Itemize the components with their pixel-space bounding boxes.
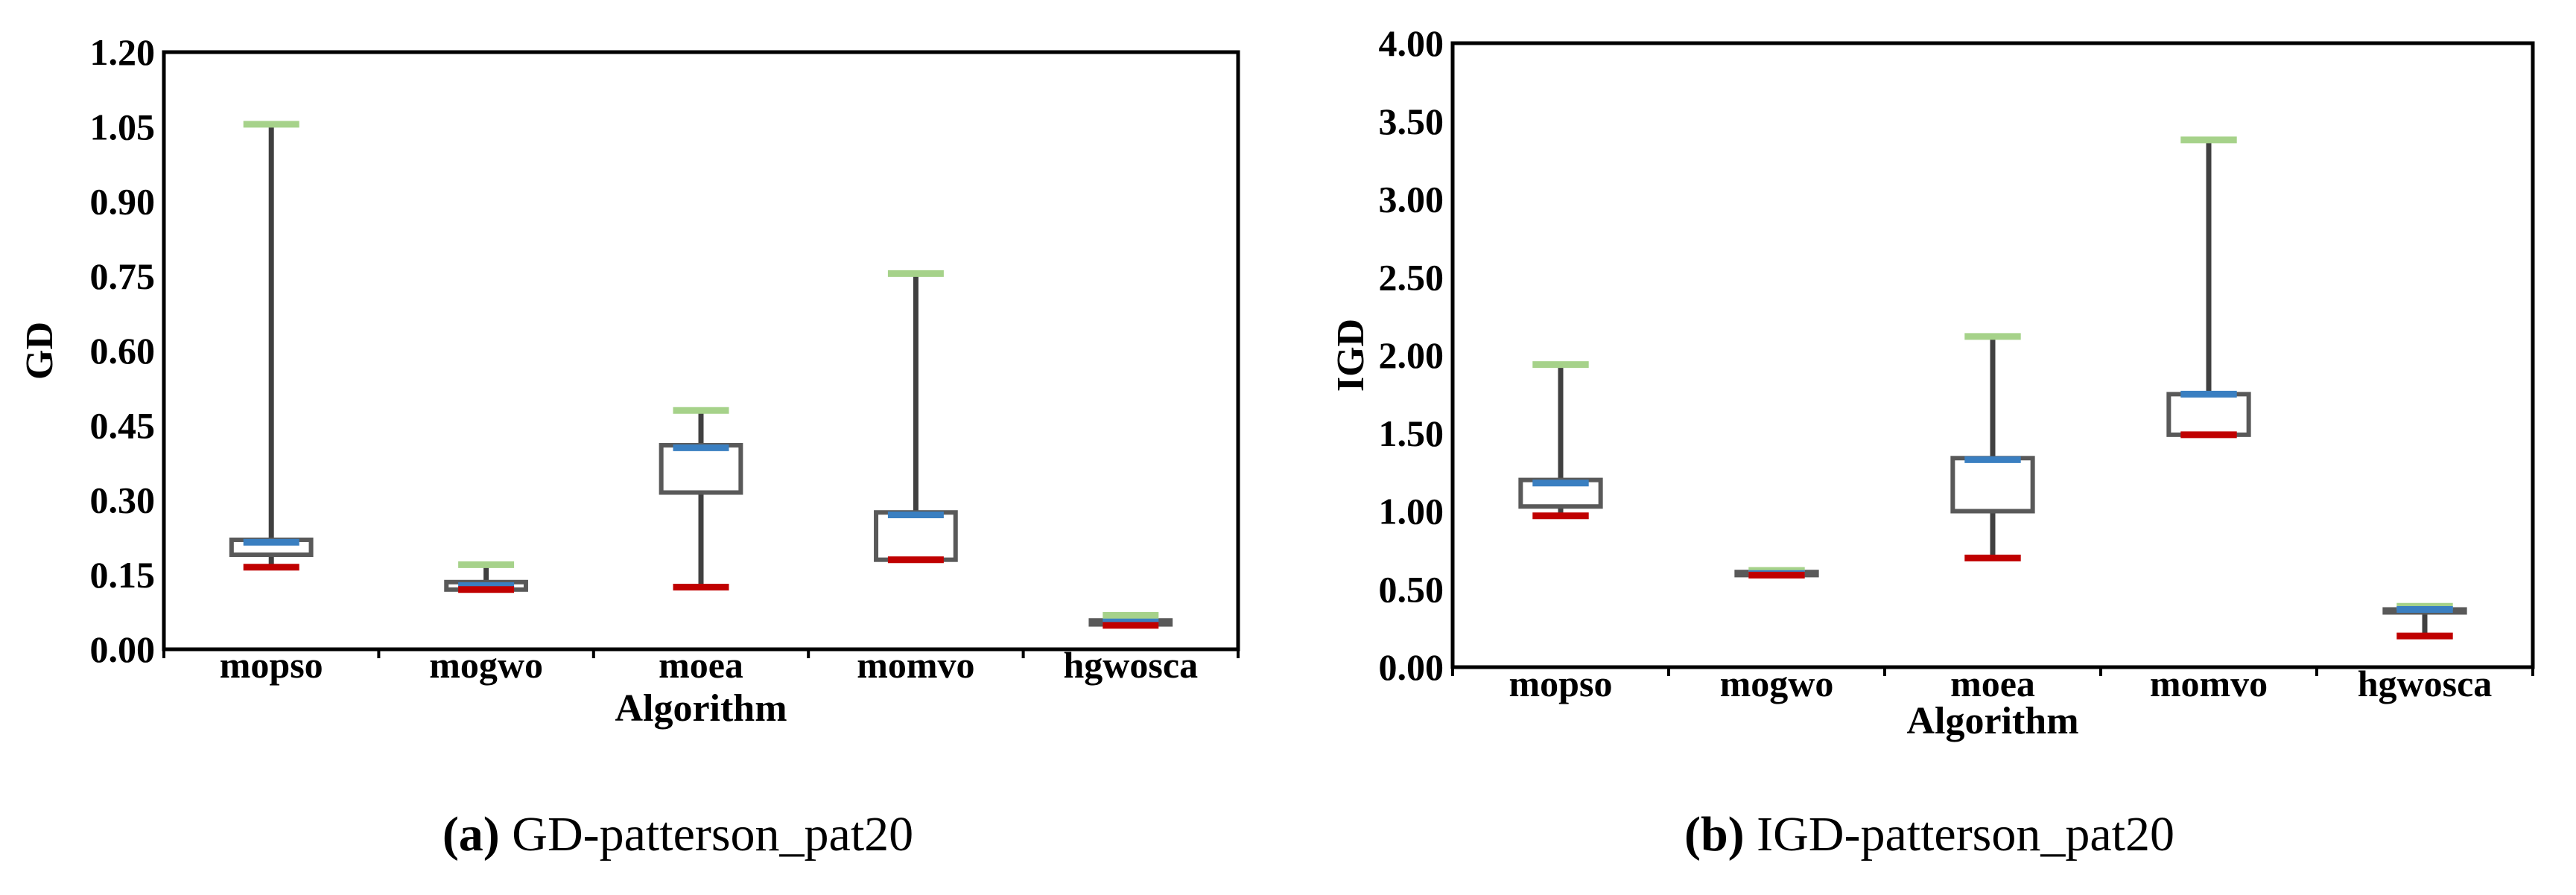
category-label: mopso (1509, 663, 1613, 704)
y-tick-labels: 0.00 0.50 1.00 1.50 2.00 2.50 3.00 3.50 4.00 (1379, 22, 1444, 688)
iqr-box (1950, 456, 2035, 514)
caption-letter: (a) (442, 807, 500, 861)
y-tick-label: 1.50 (1379, 413, 1444, 454)
iqr-box (659, 442, 743, 495)
panel-gd: 0.00 0.15 0.30 0.45 0.60 0.75 0.90 1.05 1.20 mop… (19, 31, 1240, 861)
box-plot-mogwo (1734, 567, 1819, 579)
caption: (b) IGD-patterson_pat20 (1684, 807, 2174, 861)
x-axis-title: Algorithm (1906, 700, 2078, 742)
plot-frame (162, 50, 1240, 652)
y-tick-label: 0.45 (90, 404, 156, 446)
y-tick-label: 2.00 (1379, 334, 1444, 376)
x-tick-marks (1451, 667, 2534, 676)
box-plot-momvo (2166, 136, 2251, 439)
box-plot-hgwosca (1088, 612, 1173, 629)
y-tick-label: 0.30 (90, 480, 156, 521)
category-label: mopso (220, 644, 323, 686)
y-tick-label: 1.00 (1379, 491, 1444, 532)
category-label: hgwosca (2358, 663, 2493, 704)
y-tick-label: 3.00 (1379, 179, 1444, 220)
y-tick-label: 1.05 (90, 106, 156, 147)
category-label: mogwo (429, 644, 543, 686)
box-plot-moea (1950, 333, 2035, 561)
category-label: mogwo (1720, 663, 1834, 704)
y-tick-label: 0.90 (90, 181, 156, 223)
y-tick-label: 0.50 (1379, 568, 1444, 610)
category-label: momvo (2150, 663, 2268, 704)
plot-frame (1450, 41, 2535, 669)
caption-letter: (b) (1684, 807, 1745, 861)
box-plot-moea (659, 407, 743, 590)
box-plot-mopso (229, 121, 314, 571)
caption: (a) GD-patterson_pat20 (442, 807, 913, 861)
category-label: hgwosca (1064, 644, 1199, 686)
box-plots (1518, 136, 2467, 640)
y-tick-label: 1.20 (90, 31, 156, 73)
y-tick-labels: 0.00 0.15 0.30 0.45 0.60 0.75 0.90 1.05 1.20 (90, 31, 156, 670)
caption-text: IGD-patterson_pat20 (1745, 807, 2174, 861)
iqr-box (2166, 392, 2251, 437)
x-tick-marks (162, 649, 1240, 658)
box-plot-hgwosca (2382, 602, 2467, 640)
y-tick-label: 0.75 (90, 255, 156, 297)
panel-igd: 0.00 0.50 1.00 1.50 2.00 2.50 3.00 3.50 4.00 mop… (1330, 22, 2535, 861)
category-labels: mopso mogwo moea momvo hgwosca (220, 644, 1198, 686)
category-label: momvo (857, 644, 974, 686)
y-axis-title: IGD (1330, 319, 1372, 392)
iqr-box (874, 510, 958, 562)
category-labels: mopso mogwo moea momvo hgwosca (1509, 663, 2493, 704)
x-axis-title: Algorithm (615, 687, 787, 730)
y-tick-label: 0.00 (1379, 646, 1444, 688)
category-label: moea (659, 644, 743, 686)
caption-text: GD-patterson_pat20 (500, 807, 913, 861)
y-tick-label: 0.60 (90, 330, 156, 372)
box-plot-mogwo (444, 561, 528, 593)
y-tick-label: 4.00 (1379, 22, 1444, 64)
y-tick-label: 3.50 (1379, 101, 1444, 142)
box-plot-mopso (1518, 361, 1603, 520)
y-axis-title: GD (19, 322, 61, 380)
y-tick-label: 2.50 (1379, 256, 1444, 298)
y-tick-label: 0.00 (90, 628, 156, 670)
category-label: moea (1950, 663, 2035, 704)
y-tick-label: 0.15 (90, 554, 156, 596)
box-plots (229, 121, 1173, 629)
box-plot-momvo (874, 270, 958, 564)
